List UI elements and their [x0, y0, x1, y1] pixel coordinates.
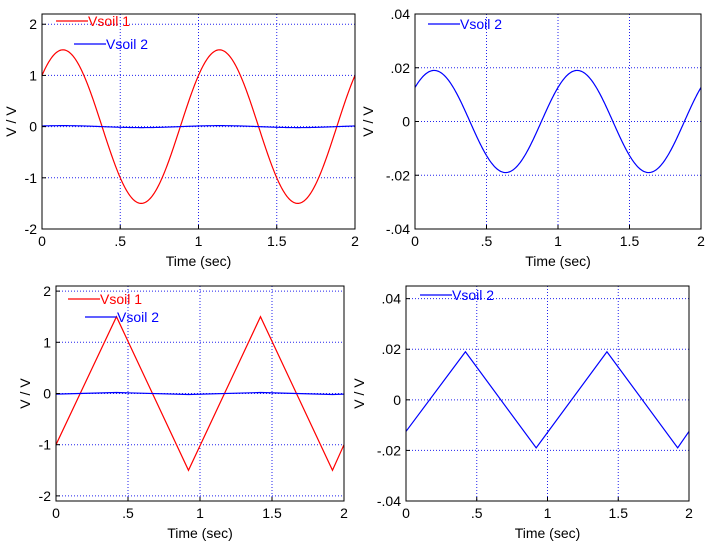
x-tick-label: 2	[685, 505, 693, 521]
y-tick-label: -.04	[377, 493, 401, 509]
series-line-vsoil-1	[41, 49, 356, 205]
x-tick-label: .5	[114, 233, 126, 249]
y-axis-title: V / V	[351, 378, 367, 409]
y-tick-label: -.02	[377, 442, 401, 458]
x-tick-label: 0	[52, 505, 60, 521]
y-tick-label: -2	[39, 488, 52, 504]
y-tick-label: -.04	[386, 221, 410, 237]
y-tick-label: -1	[25, 170, 38, 186]
x-tick-label: 1	[195, 233, 203, 249]
y-axis-title: V / V	[17, 378, 33, 409]
x-axis-title: Time (sec)	[167, 525, 233, 541]
y-tick-label: 0	[402, 114, 410, 130]
legend-label: Vsoil 2	[106, 36, 148, 52]
y-tick-label: 0	[29, 119, 37, 135]
legend-label: Vsoil 2	[117, 309, 159, 325]
y-axis-title: V / V	[3, 106, 19, 137]
y-tick-label: 2	[29, 16, 37, 32]
y-tick-label: 0	[393, 392, 401, 408]
y-tick-label: .02	[382, 341, 402, 357]
x-tick-label: 2	[340, 505, 348, 521]
series-line-vsoil-2	[55, 391, 345, 396]
x-tick-label: 1	[196, 505, 204, 521]
x-tick-label: 2	[351, 233, 359, 249]
plot-1: 0 .5 1 1.5 2 -2 -1 0 1 2 Time (sec) V / V Vsoil 1 Vso…	[3, 13, 359, 269]
plot-area	[42, 14, 355, 229]
plot-2: 0 .5 1 1.5 2 -.04 -.02 0 .02 .04 Time (sec) V / V Vs…	[360, 6, 705, 269]
x-tick-label: 1.5	[609, 505, 629, 521]
y-tick-label: 1	[29, 67, 37, 83]
y-tick-label: 0	[43, 386, 51, 402]
y-tick-label: -2	[25, 221, 38, 237]
x-tick-label: 1.5	[620, 233, 640, 249]
y-tick-label: .04	[391, 6, 411, 22]
series-line-vsoil-2	[414, 69, 702, 174]
x-tick-label: 1	[554, 233, 562, 249]
x-tick-label: 1.5	[267, 233, 287, 249]
x-tick-label: .5	[122, 505, 134, 521]
x-tick-label: 2	[697, 233, 705, 249]
legend-label: Vsoil 2	[460, 16, 502, 32]
legend-label: Vsoil 1	[100, 291, 142, 307]
y-tick-label: -1	[39, 437, 52, 453]
plot-4: 0 .5 1 1.5 2 -.04 -.02 0 .02 .04 Time (sec) V / V Vs…	[351, 285, 693, 541]
x-tick-label: 1	[544, 505, 552, 521]
legend-label: Vsoil 2	[452, 287, 494, 303]
x-tick-label: .5	[471, 505, 483, 521]
plot-area	[415, 14, 701, 229]
y-tick-label: 1	[43, 334, 51, 350]
x-axis-title: Time (sec)	[166, 253, 232, 269]
y-tick-label: .04	[382, 291, 402, 307]
series-line-vsoil-2	[405, 350, 690, 449]
legend-label: Vsoil 1	[88, 13, 130, 29]
y-tick-label: 2	[43, 283, 51, 299]
series-line-vsoil-2	[41, 125, 356, 129]
plot-3: 0 .5 1 1.5 2 -2 -1 0 1 2 Time (sec) V / V Vsoil 1 Vso…	[17, 283, 348, 541]
y-tick-label: -.02	[386, 167, 410, 183]
y-axis-title: V / V	[360, 106, 376, 137]
plot-area	[406, 286, 689, 501]
x-axis-title: Time (sec)	[525, 253, 591, 269]
x-tick-label: 0	[402, 505, 410, 521]
x-axis-title: Time (sec)	[515, 525, 581, 541]
x-tick-label: .5	[481, 233, 493, 249]
x-tick-label: 0	[411, 233, 419, 249]
x-tick-label: 0	[38, 233, 46, 249]
y-tick-label: .02	[391, 60, 411, 76]
x-tick-label: 1.5	[262, 505, 282, 521]
